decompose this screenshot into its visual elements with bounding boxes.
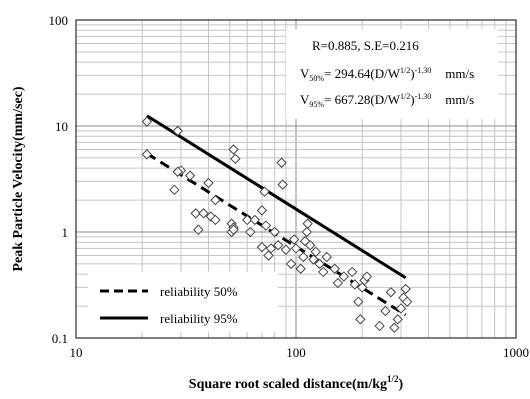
data-point-diamond: [310, 246, 321, 258]
data-point-diamond: [190, 208, 201, 219]
data-point-diamond: [265, 243, 277, 254]
y-tick-label: 10: [55, 119, 68, 134]
y-axis-label: Peak Particle Velocity(mm/sec): [11, 86, 26, 271]
data-point-diamond: [276, 157, 287, 168]
annotation-box: [286, 29, 498, 119]
data-point-diamond: [304, 240, 316, 251]
data-point-diamond: [249, 214, 261, 226]
data-point-diamond: [392, 314, 403, 325]
data-point-diamond: [400, 283, 411, 295]
data-point-diamond: [308, 254, 319, 265]
x-tick-label: 10: [70, 345, 83, 360]
data-point-diamond: [259, 186, 270, 197]
data-point-diamond: [203, 177, 214, 189]
data-point-diamond: [228, 224, 239, 235]
data-point-diamond: [210, 194, 221, 206]
data-point-diamond: [277, 179, 288, 190]
data-point-diamond: [193, 224, 204, 235]
data-point-diamond: [332, 277, 344, 289]
data-point-diamond: [302, 218, 313, 229]
data-point-diamond: [401, 296, 413, 307]
data-point-diamond: [241, 214, 253, 226]
data-point-diamond: [290, 243, 302, 254]
data-point-diamond: [361, 271, 373, 282]
x-tick-label: 100: [286, 345, 306, 360]
data-point-diamond: [256, 205, 268, 216]
data-point-diamond: [395, 303, 407, 314]
data-point-diamond: [301, 226, 313, 238]
data-point-diamond: [198, 208, 209, 219]
data-point-diamond: [385, 287, 397, 298]
data-point-diamond: [389, 322, 400, 333]
plot-frame: [75, 19, 517, 339]
legend-label-95: reliability 95%: [160, 311, 238, 326]
data-point-diamond: [141, 116, 153, 127]
data-point-diamond: [245, 226, 256, 238]
data-point-diamond: [346, 266, 358, 278]
data-point-diamond: [329, 263, 340, 274]
data-point-diamond: [298, 251, 309, 263]
data-point-diamond: [314, 258, 325, 270]
scatter-markers: [141, 116, 413, 333]
data-point-diamond: [355, 314, 366, 325]
y-tick-label: 0.1: [52, 331, 68, 346]
data-point-diamond: [295, 263, 306, 274]
data-point-diamond: [256, 241, 268, 253]
data-point-diamond: [321, 251, 332, 263]
data-point-diamond: [184, 170, 196, 181]
data-point-diamond: [169, 184, 180, 196]
tick-labels: 10 100 1000 0.1 1 10 100: [49, 13, 530, 360]
data-point-diamond: [141, 149, 153, 160]
data-point-diamond: [288, 234, 300, 245]
data-point-diamond: [318, 266, 329, 278]
annotation-eq95: V95%= 667.28(D/W1/2)-1.30 mm/s: [300, 92, 474, 109]
data-point-diamond: [338, 271, 350, 282]
data-point-diamond: [210, 214, 221, 226]
legend-box: [88, 272, 278, 332]
data-point-diamond: [380, 305, 391, 317]
annotation-stats: R=0.885, S.E=0.216: [312, 38, 419, 53]
annotation-eq50: V50%= 294.64(D/W1/2)-1.30 mm/s: [300, 66, 474, 83]
data-point-diamond: [228, 144, 239, 155]
data-point-diamond: [172, 125, 183, 137]
data-point-diamond: [353, 296, 364, 307]
data-point-diamond: [260, 220, 272, 231]
data-point-diamond: [374, 320, 385, 332]
data-point-diamond: [172, 166, 183, 177]
x-axis-label: Square root scaled distance(m/kg1/2): [189, 374, 404, 392]
fit-line-95: [146, 114, 407, 280]
y-tick-label: 1: [62, 225, 69, 240]
data-point-diamond: [272, 240, 284, 251]
data-point-diamond: [230, 153, 241, 165]
data-point-diamond: [280, 244, 292, 255]
y-tick-label: 100: [49, 13, 69, 28]
data-point-diamond: [349, 279, 360, 290]
legend-label-50: reliability 50%: [160, 284, 238, 299]
data-point-diamond: [269, 226, 280, 238]
data-point-diamond: [285, 258, 297, 270]
x-tick-label: 1000: [503, 345, 529, 360]
